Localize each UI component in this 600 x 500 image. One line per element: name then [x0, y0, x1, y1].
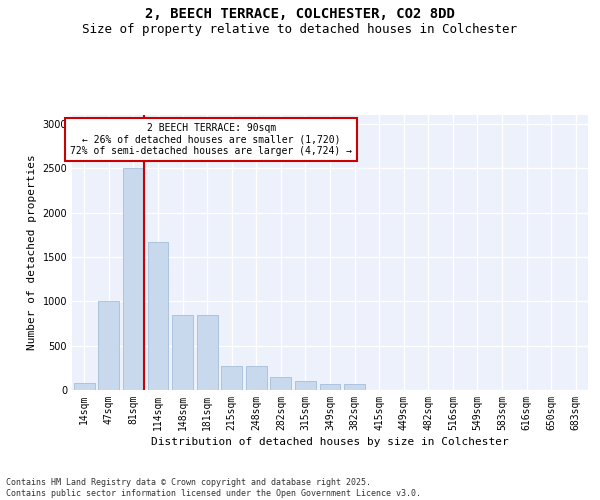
- Bar: [172, 314, 193, 390]
- X-axis label: Distribution of detached houses by size in Colchester: Distribution of detached houses by size …: [151, 437, 509, 447]
- Bar: [271, 376, 292, 390]
- Bar: [221, 366, 242, 390]
- Bar: [320, 384, 340, 390]
- Text: 2 BEECH TERRACE: 90sqm
← 26% of detached houses are smaller (1,720)
72% of semi-: 2 BEECH TERRACE: 90sqm ← 26% of detached…: [70, 123, 352, 156]
- Bar: [74, 384, 95, 390]
- Y-axis label: Number of detached properties: Number of detached properties: [27, 154, 37, 350]
- Bar: [148, 242, 169, 390]
- Text: 2, BEECH TERRACE, COLCHESTER, CO2 8DD: 2, BEECH TERRACE, COLCHESTER, CO2 8DD: [145, 8, 455, 22]
- Bar: [98, 302, 119, 390]
- Bar: [295, 381, 316, 390]
- Bar: [123, 168, 144, 390]
- Bar: [344, 384, 365, 390]
- Text: Contains HM Land Registry data © Crown copyright and database right 2025.
Contai: Contains HM Land Registry data © Crown c…: [6, 478, 421, 498]
- Text: Size of property relative to detached houses in Colchester: Size of property relative to detached ho…: [83, 22, 517, 36]
- Bar: [246, 366, 267, 390]
- Bar: [197, 314, 218, 390]
